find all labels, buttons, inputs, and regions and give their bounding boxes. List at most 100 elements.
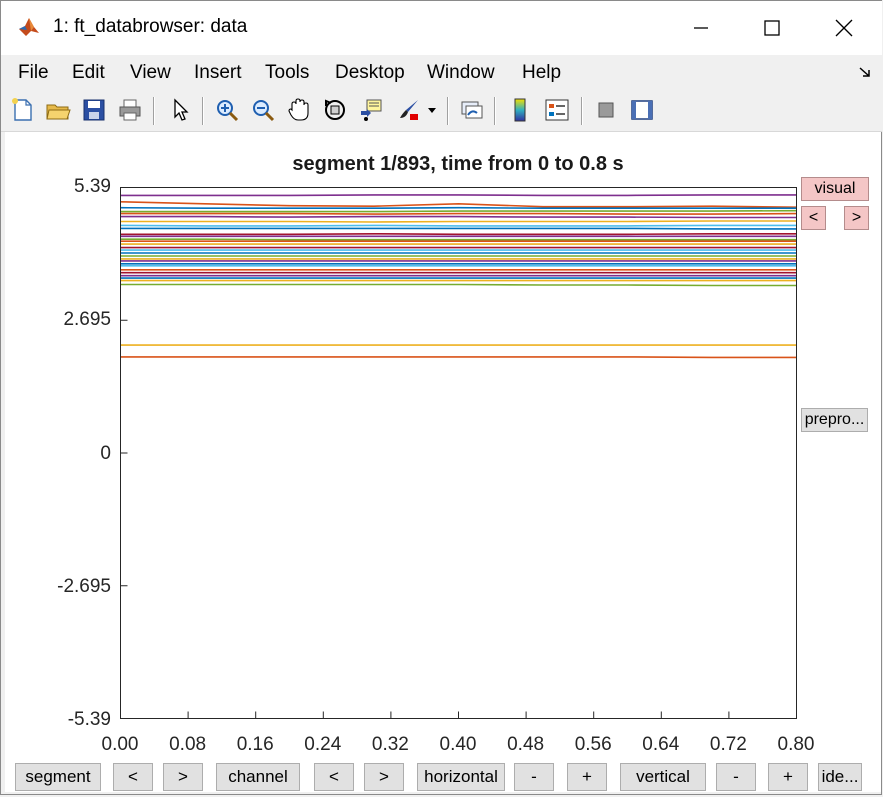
zoom-in-icon [217, 100, 239, 122]
legend-button[interactable] [542, 95, 572, 125]
print-button[interactable] [115, 95, 145, 125]
x-tick-label: 0.32 [371, 734, 409, 755]
pan-hand-icon [288, 98, 309, 121]
new-figure-icon [12, 98, 32, 121]
rotate-3d-icon [325, 99, 345, 120]
segment-label-button[interactable]: segment [15, 763, 101, 791]
x-tick-label: 0.40 [439, 734, 477, 755]
menu-file[interactable]: File [18, 62, 49, 83]
vertical-plus-button[interactable]: + [768, 763, 808, 791]
show-plot-tools-icon [631, 100, 653, 120]
x-tick-label: 0.80 [777, 734, 815, 755]
identify-button[interactable]: ide... [818, 763, 862, 791]
brush-dropdown-button[interactable] [424, 95, 440, 125]
menu-insert[interactable]: Insert [194, 62, 242, 83]
zoom-out-button[interactable] [248, 95, 278, 125]
menu-window[interactable]: Window [427, 62, 495, 83]
vertical-label-button[interactable]: vertical [620, 763, 706, 791]
dock-figure-icon[interactable] [858, 65, 872, 79]
x-tick-label: 0.72 [709, 734, 747, 755]
visual-prev-button[interactable]: < [801, 206, 826, 230]
x-tick-label: 0.48 [507, 734, 545, 755]
zoom-in-button[interactable] [212, 95, 242, 125]
link-plot-button[interactable] [457, 95, 487, 125]
channel-trace-7 [120, 220, 797, 223]
visual-next-button[interactable]: > [844, 206, 869, 230]
print-icon [119, 99, 141, 121]
window-title: 1: ft_databrowser: data [53, 16, 248, 37]
y-tick-label: 2.695 [63, 309, 111, 330]
channel-trace-2 [120, 201, 797, 208]
brush-icon [400, 100, 418, 120]
channel-trace-3 [120, 206, 797, 209]
horizontal-minus-button[interactable]: - [514, 763, 554, 791]
close-icon [835, 19, 853, 37]
save-icon [83, 99, 105, 121]
channel-trace-10 [120, 232, 797, 236]
menu-bar: File Edit View Insert Tools Desktop Wind… [1, 55, 882, 91]
x-tick-label: 0.24 [304, 734, 342, 755]
open-file-button[interactable] [43, 95, 73, 125]
toolbar-separator [153, 97, 155, 125]
segment-next-button[interactable]: > [163, 763, 203, 791]
channel-prev-button[interactable]: < [314, 763, 354, 791]
minimize-button[interactable] [666, 1, 736, 55]
menu-desktop[interactable]: Desktop [335, 62, 405, 83]
zoom-out-icon [253, 100, 275, 122]
visual-button[interactable]: visual [801, 177, 869, 201]
horizontal-plus-button[interactable]: + [567, 763, 607, 791]
menu-edit[interactable]: Edit [72, 62, 105, 83]
y-tick-label: 5.39 [74, 176, 111, 197]
channel-trace-30 [120, 356, 797, 359]
maximize-button[interactable] [737, 1, 807, 55]
figure-toolbar [1, 91, 882, 132]
hide-plot-tools-button[interactable] [591, 95, 621, 125]
x-tick-label: 0.56 [574, 734, 612, 755]
toolbar-separator [494, 97, 496, 125]
x-tick-label: 0.08 [169, 734, 207, 755]
channel-trace-28 [120, 283, 797, 287]
colorbar-button[interactable] [505, 95, 535, 125]
rotate-3d-button[interactable] [320, 95, 350, 125]
save-button[interactable] [79, 95, 109, 125]
data-cursor-icon [361, 99, 382, 121]
channel-label-button[interactable]: channel [216, 763, 300, 791]
close-button[interactable] [809, 1, 879, 55]
y-tick-label: -2.695 [57, 576, 111, 597]
y-tick-label: 0 [100, 443, 111, 464]
segment-prev-button[interactable]: < [113, 763, 153, 791]
matlab-logo-icon [17, 15, 41, 39]
channel-next-button[interactable]: > [364, 763, 404, 791]
channel-trace-8 [120, 224, 797, 227]
horizontal-label-button[interactable]: horizontal [417, 763, 505, 791]
channel-trace-5 [120, 212, 797, 215]
pointer-button[interactable] [165, 95, 195, 125]
open-file-icon [46, 104, 71, 120]
channel-trace-12 [120, 238, 797, 241]
x-tick-label: 0.16 [236, 734, 274, 755]
menu-tools[interactable]: Tools [265, 62, 310, 83]
x-tick-label: 0.00 [101, 734, 139, 755]
new-figure-button[interactable] [7, 95, 37, 125]
channel-trace-9 [120, 227, 797, 230]
preproc-button[interactable]: prepro... [801, 408, 868, 432]
menu-help[interactable]: Help [522, 62, 562, 83]
channel-trace-4 [120, 209, 797, 213]
pan-button[interactable] [284, 95, 314, 125]
show-plot-tools-button[interactable] [627, 95, 657, 125]
data-cursor-button[interactable] [356, 95, 386, 125]
toolbar-separator [581, 97, 583, 125]
y-tick-label: -5.39 [67, 709, 111, 730]
colorbar-icon [514, 98, 526, 122]
plot-axes-box [120, 187, 797, 719]
x-tick-label: 0.64 [642, 734, 680, 755]
hide-plot-tools-icon [598, 102, 614, 118]
menu-view[interactable]: View [130, 62, 171, 83]
brush-button[interactable] [394, 95, 424, 125]
channel-trace-6 [120, 215, 797, 219]
vertical-minus-button[interactable]: - [716, 763, 756, 791]
toolbar-separator [202, 97, 204, 125]
plot-title: segment 1/893, time from 0 to 0.8 s [292, 153, 624, 175]
